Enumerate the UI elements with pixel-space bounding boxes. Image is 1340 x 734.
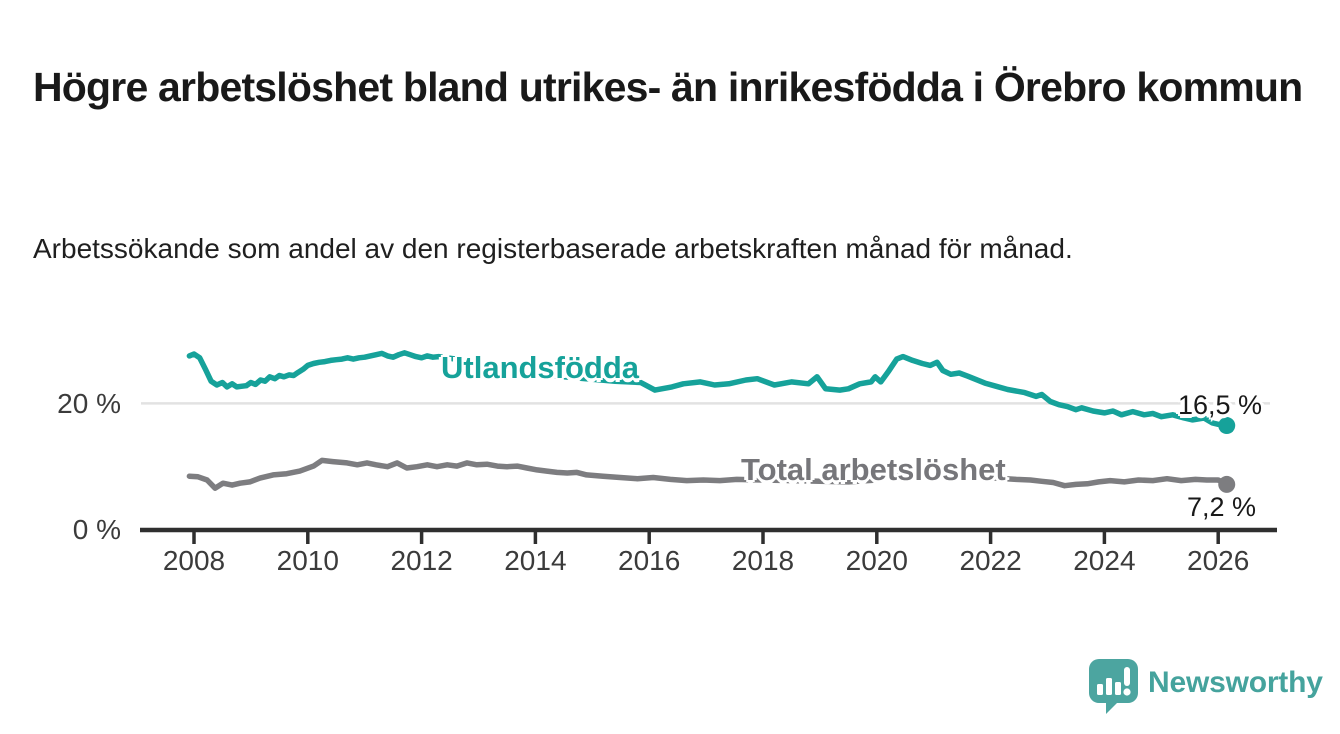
x-tick-label-2018: 2018 xyxy=(731,545,795,576)
chart-subtitle: Arbetssökande som andel av den registerb… xyxy=(33,233,1073,264)
y-axis-label-20: 20 % xyxy=(57,388,121,419)
series-label-total-arbetsloshet: Total arbetslöshet xyxy=(741,452,1006,487)
x-tick-label-2022: 2022 xyxy=(959,545,1022,576)
x-tick-label-2026: 2026 xyxy=(1187,545,1250,576)
x-tick-label-2012: 2012 xyxy=(390,545,453,576)
x-tick-label-2010: 2010 xyxy=(276,545,339,576)
page-title: Högre arbetslöshet bland utrikes- än inr… xyxy=(33,64,1303,111)
line-utlandsfodda xyxy=(186,350,1230,429)
x-tick-label-2016: 2016 xyxy=(618,545,681,576)
end-dot-total-arbetsloshet xyxy=(1218,475,1236,493)
newsworthy-logo-icon xyxy=(1089,659,1138,714)
x-tick-label-2008: 2008 xyxy=(162,545,226,576)
newsworthy-logo-wordmark: Newsworthy xyxy=(1148,666,1323,699)
line-total-arbetsloshet xyxy=(186,457,1230,491)
x-tick-label-2020: 2020 xyxy=(845,545,908,576)
end-value-label-utlandsfodda: 16,5 % xyxy=(1177,390,1262,420)
newsworthy-logo: Newsworthy xyxy=(1088,658,1323,718)
end-value-label-total: 7,2 % xyxy=(1186,492,1256,522)
y-axis-label-0: 0 % xyxy=(72,514,121,545)
x-tick-label-2024: 2024 xyxy=(1073,545,1136,576)
x-tick-label-2014: 2014 xyxy=(504,545,567,576)
end-dot-utlandsfodda xyxy=(1218,417,1236,435)
series-label-utlandsfodda: Utlandsfödda xyxy=(441,350,640,385)
